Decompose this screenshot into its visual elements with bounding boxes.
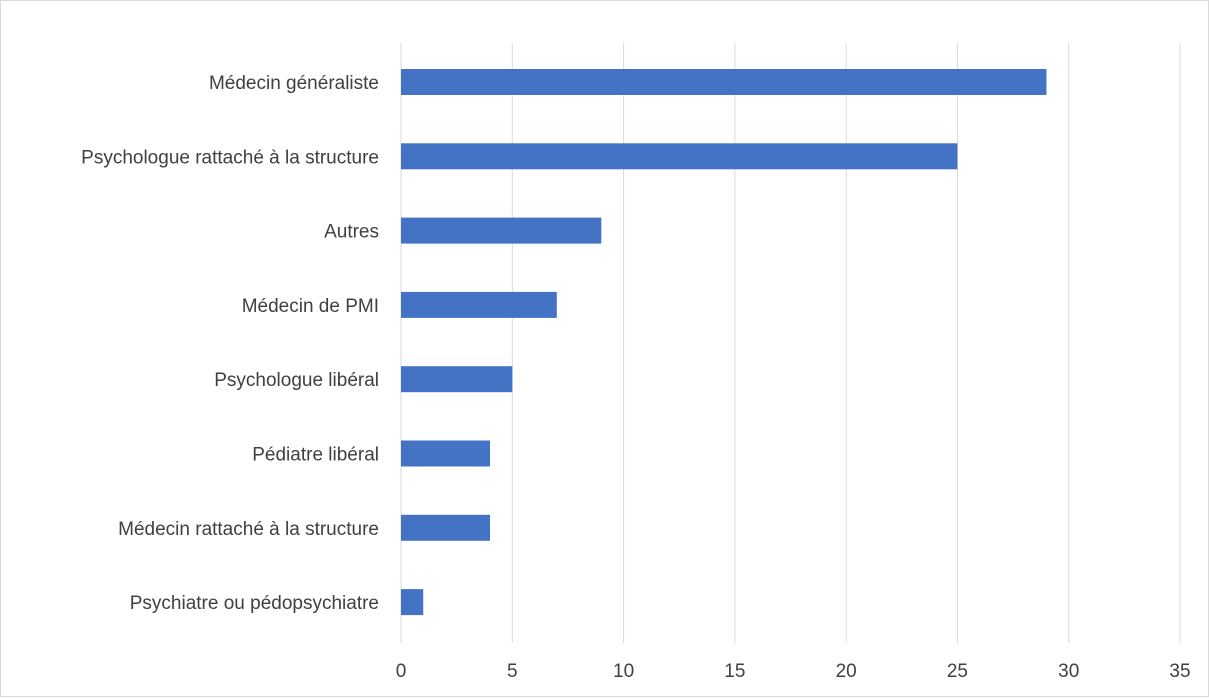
x-tick-label: 0	[396, 661, 407, 682]
x-tick-label: 15	[724, 661, 745, 682]
x-tick-label: 20	[836, 661, 857, 682]
category-label: Psychologue libéral	[214, 370, 379, 391]
grid-lines	[400, 43, 1181, 643]
bar	[401, 143, 958, 170]
bar	[401, 366, 513, 393]
x-tick-label: 25	[947, 661, 968, 682]
x-tick-labels: 0 5 10 15 20 25 30 35	[396, 661, 1191, 682]
category-label: Médecin généraliste	[209, 73, 379, 94]
bar	[401, 514, 491, 541]
bar	[401, 589, 424, 616]
category-label: Autres	[324, 222, 379, 243]
category-label: Médecin de PMI	[242, 296, 379, 317]
x-tick-label: 35	[1169, 661, 1190, 682]
x-tick-label: 10	[613, 661, 634, 682]
bar	[401, 440, 491, 467]
x-tick-label: 30	[1058, 661, 1079, 682]
category-label: Médecin rattaché à la structure	[118, 519, 379, 540]
category-label: Psychologue rattaché à la structure	[81, 147, 379, 168]
bar	[401, 291, 557, 318]
bar	[401, 69, 1047, 95]
category-labels: Médecin généraliste Psychologue rattaché …	[81, 73, 379, 614]
bars	[401, 69, 1047, 616]
bar	[401, 217, 602, 244]
category-label: Pédiatre libéral	[252, 445, 379, 466]
category-label: Psychiatre ou pédopsychiatre	[130, 593, 379, 614]
x-tick-label: 5	[507, 661, 518, 682]
